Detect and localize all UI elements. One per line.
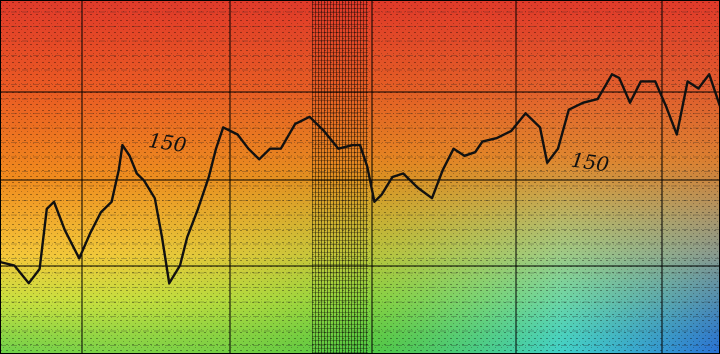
contour-label-1: 150 xyxy=(147,128,188,157)
contour-label-2: 150 xyxy=(570,148,611,177)
measurement-lines xyxy=(0,11,720,346)
contour-labels: 150 150 xyxy=(147,128,611,177)
hatched-band xyxy=(312,0,368,354)
contour-line-150 xyxy=(0,73,720,285)
